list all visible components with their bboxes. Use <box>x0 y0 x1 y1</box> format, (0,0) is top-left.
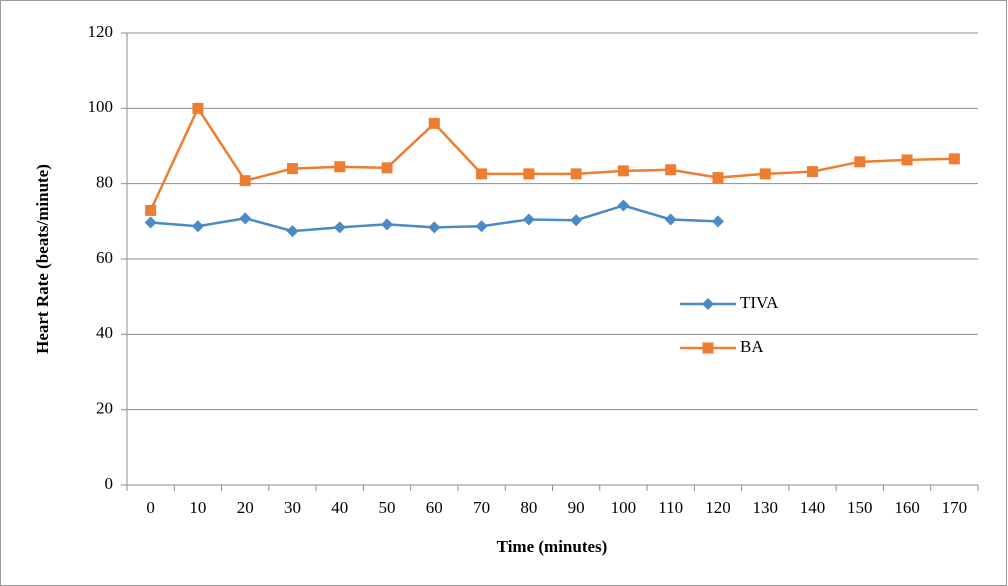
data-point <box>523 168 535 180</box>
x-tick-label: 100 <box>611 498 637 517</box>
x-tick-label: 0 <box>146 498 155 517</box>
data-point <box>144 216 157 229</box>
x-tick-label: 170 <box>942 498 968 517</box>
x-tick-label: 120 <box>705 498 731 517</box>
data-point <box>145 204 157 216</box>
x-tick-label: 110 <box>658 498 683 517</box>
data-point <box>712 172 724 184</box>
data-point <box>711 215 724 228</box>
data-point <box>381 162 393 174</box>
y-tick-label: 60 <box>96 248 113 267</box>
data-point <box>476 168 488 180</box>
y-axis-label: Heart Rate (beats/minute) <box>33 164 52 354</box>
data-point <box>334 161 346 173</box>
data-point <box>570 168 582 180</box>
data-point <box>428 221 441 234</box>
data-point <box>286 225 299 238</box>
legend-label: TIVA <box>740 293 779 312</box>
y-tick-label: 80 <box>96 173 113 192</box>
x-tick-label: 20 <box>237 498 254 517</box>
data-point <box>191 220 204 233</box>
data-point <box>665 164 677 176</box>
data-point <box>759 168 771 180</box>
data-point <box>239 212 252 225</box>
legend-label: BA <box>740 337 764 356</box>
x-axis-label: Time (minutes) <box>497 537 608 556</box>
data-point <box>475 220 488 233</box>
y-tick-label: 100 <box>88 97 114 116</box>
data-point <box>286 163 298 175</box>
x-tick-label: 90 <box>568 498 585 517</box>
data-point <box>381 218 394 231</box>
y-tick-label: 40 <box>96 323 113 342</box>
data-point <box>617 165 629 177</box>
x-tick-label: 40 <box>331 498 348 517</box>
x-tick-label: 80 <box>520 498 537 517</box>
data-point <box>192 102 204 114</box>
data-point <box>664 213 677 226</box>
data-point <box>901 154 913 166</box>
x-tick-label: 10 <box>189 498 206 517</box>
y-tick-label: 20 <box>96 399 113 418</box>
data-point <box>428 117 440 129</box>
legend-marker <box>702 342 714 354</box>
x-tick-label: 140 <box>800 498 826 517</box>
data-point <box>522 213 535 226</box>
x-tick-label: 30 <box>284 498 301 517</box>
x-tick-label: 60 <box>426 498 443 517</box>
legend-marker <box>702 298 714 310</box>
data-point <box>617 199 630 212</box>
series-line <box>149 105 955 211</box>
x-tick-label: 150 <box>847 498 873 517</box>
y-tick-label: 0 <box>105 474 114 493</box>
data-point <box>570 214 583 227</box>
x-tick-label: 130 <box>753 498 779 517</box>
x-tick-label: 50 <box>379 498 396 517</box>
x-tick-label: 70 <box>473 498 490 517</box>
y-tick-label: 120 <box>88 22 114 41</box>
x-tick-label: 160 <box>894 498 920 517</box>
data-point <box>239 175 251 187</box>
data-point <box>333 221 346 234</box>
data-point <box>948 153 960 165</box>
data-point <box>854 156 866 168</box>
data-point <box>807 166 819 178</box>
